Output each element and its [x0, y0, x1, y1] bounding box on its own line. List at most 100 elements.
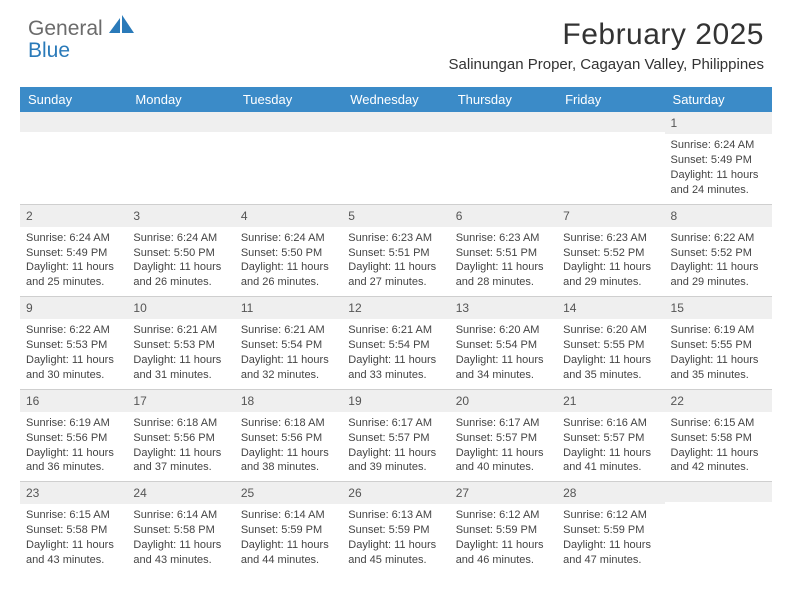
day-detail-line: Sunset: 5:54 PM — [241, 338, 336, 353]
logo-text-blue: Blue — [28, 39, 70, 62]
day-number — [557, 112, 664, 132]
day-detail-line: Sunrise: 6:22 AM — [26, 323, 121, 338]
day-detail-line: Sunset: 5:53 PM — [26, 338, 121, 353]
day-number: 1 — [665, 112, 772, 134]
day-number: 24 — [127, 482, 234, 504]
day-cell: 19 Sunrise: 6:17 AMSunset: 5:57 PMDayligh… — [342, 389, 449, 482]
day-header: Saturday — [665, 87, 772, 112]
logo-sail-icon — [109, 15, 135, 35]
day-cell: 17Sunrise: 6:18 AMSunset: 5:56 PMDayligh… — [127, 389, 234, 482]
day-detail-line: Sunrise: 6:16 AM — [563, 416, 658, 431]
day-cell: 22Sunrise: 6:15 AMSunset: 5:58 PMDayligh… — [665, 389, 772, 482]
day-detail-line: Sunset: 5:58 PM — [26, 523, 121, 538]
day-detail-line: Sunset: 5:59 PM — [241, 523, 336, 538]
day-cell: 7Sunrise: 6:23 AMSunset: 5:52 PMDaylight… — [557, 204, 664, 297]
day-detail-line: Sunset: 5:51 PM — [456, 246, 551, 261]
day-cell: 26Sunrise: 6:13 AMSunset: 5:59 PMDayligh… — [342, 482, 449, 574]
day-header: Tuesday — [235, 87, 342, 112]
empty-cell — [127, 112, 234, 204]
day-detail-line: Daylight: 11 hours and 31 minutes. — [133, 353, 228, 383]
location-text: Salinungan Proper, Cagayan Valley, Phili… — [449, 56, 764, 73]
week-row: 23Sunrise: 6:15 AMSunset: 5:58 PMDayligh… — [20, 482, 772, 574]
day-cell: 16Sunrise: 6:19 AMSunset: 5:56 PMDayligh… — [20, 389, 127, 482]
day-cell: 24Sunrise: 6:14 AMSunset: 5:58 PMDayligh… — [127, 482, 234, 574]
day-detail-line: Daylight: 11 hours and 25 minutes. — [26, 260, 121, 290]
day-detail-line: Daylight: 11 hours and 26 minutes. — [133, 260, 228, 290]
day-detail-line: Sunrise: 6:24 AM — [241, 231, 336, 246]
day-detail-line: Daylight: 11 hours and 30 minutes. — [26, 353, 121, 383]
day-number: 28 — [557, 482, 664, 504]
day-header-row: SundayMondayTuesdayWednesdayThursdayFrid… — [20, 87, 772, 112]
day-cell: 3Sunrise: 6:24 AMSunset: 5:50 PMDaylight… — [127, 204, 234, 297]
day-number: 4 — [235, 205, 342, 227]
day-detail-line: Daylight: 11 hours and 46 minutes. — [456, 538, 551, 568]
day-cell: 1Sunrise: 6:24 AMSunset: 5:49 PMDaylight… — [665, 112, 772, 204]
day-number: 14 — [557, 297, 664, 319]
week-row: 9Sunrise: 6:22 AMSunset: 5:53 PMDaylight… — [20, 297, 772, 390]
day-header: Sunday — [20, 87, 127, 112]
day-number — [665, 482, 772, 502]
day-detail-line: Sunset: 5:54 PM — [456, 338, 551, 353]
day-detail-line: Sunset: 5:56 PM — [241, 431, 336, 446]
day-detail-line: Daylight: 11 hours and 43 minutes. — [26, 538, 121, 568]
day-detail-line: Daylight: 11 hours and 36 minutes. — [26, 446, 121, 476]
empty-cell — [342, 112, 449, 204]
day-number: 10 — [127, 297, 234, 319]
day-detail-line: Sunrise: 6:21 AM — [241, 323, 336, 338]
day-detail-line: Sunset: 5:59 PM — [563, 523, 658, 538]
day-detail-line: Sunrise: 6:23 AM — [563, 231, 658, 246]
day-detail-line: Sunrise: 6:22 AM — [671, 231, 766, 246]
day-detail-line: Sunrise: 6:21 AM — [133, 323, 228, 338]
day-number: 21 — [557, 390, 664, 412]
day-number: 15 — [665, 297, 772, 319]
day-detail-line: Sunset: 5:59 PM — [348, 523, 443, 538]
day-detail-line: Sunrise: 6:21 AM — [348, 323, 443, 338]
day-cell: 11Sunrise: 6:21 AMSunset: 5:54 PMDayligh… — [235, 297, 342, 390]
day-detail-line: Sunrise: 6:24 AM — [133, 231, 228, 246]
day-detail-line: Sunrise: 6:17 AM — [348, 416, 443, 431]
day-detail-line: Daylight: 11 hours and 47 minutes. — [563, 538, 658, 568]
day-number: 19 — [342, 390, 449, 412]
day-detail-line: Daylight: 11 hours and 35 minutes. — [671, 353, 766, 383]
calendar-body: 1Sunrise: 6:24 AMSunset: 5:49 PMDaylight… — [20, 112, 772, 574]
day-number: 22 — [665, 390, 772, 412]
logo: General Blue — [28, 18, 135, 62]
day-detail-line: Sunset: 5:52 PM — [671, 246, 766, 261]
day-detail-line: Daylight: 11 hours and 39 minutes. — [348, 446, 443, 476]
day-cell: 12Sunrise: 6:21 AMSunset: 5:54 PMDayligh… — [342, 297, 449, 390]
day-number: 6 — [450, 205, 557, 227]
day-detail-line: Sunset: 5:58 PM — [671, 431, 766, 446]
day-header: Friday — [557, 87, 664, 112]
day-detail-line: Daylight: 11 hours and 28 minutes. — [456, 260, 551, 290]
day-number — [20, 112, 127, 132]
day-cell: 23Sunrise: 6:15 AMSunset: 5:58 PMDayligh… — [20, 482, 127, 574]
day-cell: 20Sunrise: 6:17 AMSunset: 5:57 PMDayligh… — [450, 389, 557, 482]
day-number: 27 — [450, 482, 557, 504]
week-row: 1Sunrise: 6:24 AMSunset: 5:49 PMDaylight… — [20, 112, 772, 204]
day-number: 12 — [342, 297, 449, 319]
calendar-head: SundayMondayTuesdayWednesdayThursdayFrid… — [20, 87, 772, 112]
day-detail-line: Daylight: 11 hours and 35 minutes. — [563, 353, 658, 383]
day-number — [450, 112, 557, 132]
day-detail-line: Daylight: 11 hours and 40 minutes. — [456, 446, 551, 476]
day-detail-line: Sunrise: 6:14 AM — [241, 508, 336, 523]
day-detail-line: Sunrise: 6:20 AM — [563, 323, 658, 338]
day-cell: 28Sunrise: 6:12 AMSunset: 5:59 PMDayligh… — [557, 482, 664, 574]
day-detail-line: Sunset: 5:54 PM — [348, 338, 443, 353]
day-number: 2 — [20, 205, 127, 227]
day-detail-line: Sunrise: 6:24 AM — [26, 231, 121, 246]
day-detail-line: Daylight: 11 hours and 41 minutes. — [563, 446, 658, 476]
day-detail-line: Sunset: 5:49 PM — [26, 246, 121, 261]
day-detail-line: Daylight: 11 hours and 32 minutes. — [241, 353, 336, 383]
day-detail-line: Sunrise: 6:17 AM — [456, 416, 551, 431]
day-detail-line: Sunset: 5:57 PM — [348, 431, 443, 446]
empty-cell — [665, 482, 772, 574]
day-number: 20 — [450, 390, 557, 412]
day-detail-line: Sunset: 5:51 PM — [348, 246, 443, 261]
day-header: Monday — [127, 87, 234, 112]
day-number: 17 — [127, 390, 234, 412]
day-cell: 14Sunrise: 6:20 AMSunset: 5:55 PMDayligh… — [557, 297, 664, 390]
day-cell: 4Sunrise: 6:24 AMSunset: 5:50 PMDaylight… — [235, 204, 342, 297]
day-detail-line: Daylight: 11 hours and 29 minutes. — [671, 260, 766, 290]
day-detail-line: Sunset: 5:52 PM — [563, 246, 658, 261]
